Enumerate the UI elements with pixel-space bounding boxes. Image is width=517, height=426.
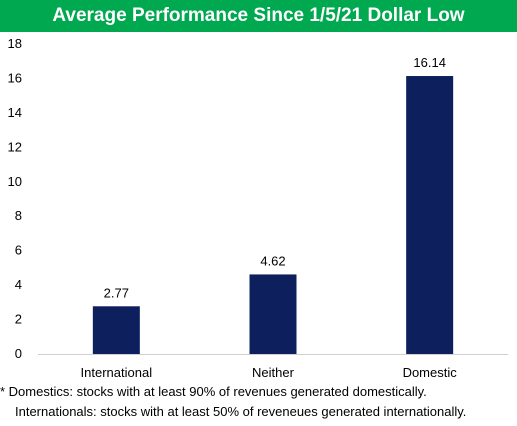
data-label-international: 2.77: [104, 285, 129, 300]
bar-domestic: [406, 76, 454, 355]
y-tick-label: 4: [15, 277, 22, 292]
y-tick-label: 0: [15, 346, 22, 361]
footnote-internationals: Internationals: stocks with at least 50%…: [15, 404, 467, 419]
bar-international: [92, 306, 140, 354]
x-tick-label-neither: Neither: [252, 365, 295, 380]
bar-neither: [249, 274, 297, 354]
bars: 2.77 4.62 16.14: [92, 55, 454, 355]
y-tick-label: 10: [8, 174, 22, 189]
y-axis-ticks: 0 2 4 6 8 10 12 14 16 18: [8, 36, 22, 361]
bar-chart: 0 2 4 6 8 10 12 14 16 18 2.77 4.62 16.14 Internatio…: [8, 36, 508, 380]
chart-title: Average Performance Since 1/5/21 Dollar …: [0, 0, 517, 32]
data-label-neither: 4.62: [260, 253, 285, 268]
x-tick-label-domestic: Domestic: [403, 365, 458, 380]
y-tick-label: 16: [8, 70, 22, 85]
y-tick-label: 6: [15, 243, 22, 258]
data-label-domestic: 16.14: [413, 55, 446, 70]
y-tick-label: 14: [8, 105, 22, 120]
y-tick-label: 12: [8, 139, 22, 154]
footnote-domestics: * Domestics: stocks with at least 90% of…: [0, 384, 427, 399]
x-axis-tick-labels: International Neither Domestic: [81, 365, 458, 380]
footnote: * Domestics: stocks with at least 90% of…: [0, 382, 517, 422]
y-tick-label: 2: [15, 312, 22, 327]
y-tick-label: 18: [8, 36, 22, 51]
y-tick-label: 8: [15, 208, 22, 223]
x-tick-label-international: International: [81, 365, 153, 380]
